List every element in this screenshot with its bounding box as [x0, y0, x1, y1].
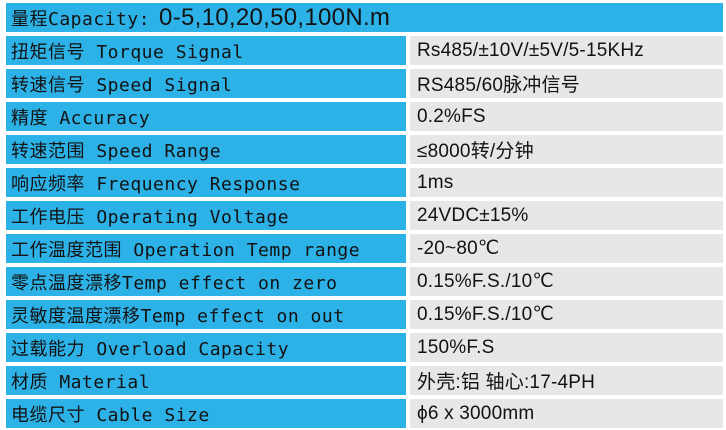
- spec-value: ϕ6 x 3000mm: [410, 399, 723, 428]
- spec-label: 工作温度范围 Operation Temp range: [6, 234, 406, 263]
- spec-row: 扭矩信号 Torque Signal Rs485/±10V/±5V/5-15KH…: [6, 36, 723, 65]
- capacity-header-cell: 量程Capacity: 0-5,10,20,50,100N.m: [6, 3, 723, 32]
- spec-value: 0.2%FS: [410, 102, 723, 131]
- capacity-header-row: 量程Capacity: 0-5,10,20,50,100N.m: [6, 3, 723, 32]
- spec-label: 工作电压 Operating Voltage: [6, 201, 406, 230]
- spec-label: 扭矩信号 Torque Signal: [6, 36, 406, 65]
- spec-row: 电缆尺寸 Cable Size ϕ6 x 3000mm: [6, 399, 723, 428]
- spec-row: 灵敏度温度漂移Temp effect on out 0.15%F.S./10℃: [6, 300, 723, 329]
- spec-label: 电缆尺寸 Cable Size: [6, 399, 406, 428]
- capacity-value: 0-5,10,20,50,100N.m: [159, 3, 391, 31]
- spec-row: 零点温度漂移Temp effect on zero 0.15%F.S./10℃: [6, 267, 723, 296]
- spec-table: 量程Capacity: 0-5,10,20,50,100N.m 扭矩信号 Tor…: [6, 3, 723, 428]
- spec-value: 1ms: [410, 168, 723, 197]
- spec-value: 0.15%F.S./10℃: [410, 300, 723, 329]
- spec-value: 外壳:铝 轴心:17-4PH: [410, 366, 723, 395]
- spec-row: 工作电压 Operating Voltage 24VDC±15%: [6, 201, 723, 230]
- spec-value: RS485/60脉冲信号: [410, 69, 723, 98]
- spec-row: 转速信号 Speed Signal RS485/60脉冲信号: [6, 69, 723, 98]
- spec-value: 150%F.S: [410, 333, 723, 362]
- spec-row: 过载能力 Overload Capacity 150%F.S: [6, 333, 723, 362]
- spec-value: ≤8000转/分钟: [410, 135, 723, 164]
- spec-label: 转速范围 Speed Range: [6, 135, 406, 164]
- spec-value: 24VDC±15%: [410, 201, 723, 230]
- spec-row: 精度 Accuracy 0.2%FS: [6, 102, 723, 131]
- spec-row: 工作温度范围 Operation Temp range -20~80℃: [6, 234, 723, 263]
- spec-value: Rs485/±10V/±5V/5-15KHz: [410, 36, 723, 65]
- spec-value: 0.15%F.S./10℃: [410, 267, 723, 296]
- spec-row: 转速范围 Speed Range ≤8000转/分钟: [6, 135, 723, 164]
- spec-label: 转速信号 Speed Signal: [6, 69, 406, 98]
- spec-row: 材质 Material 外壳:铝 轴心:17-4PH: [6, 366, 723, 395]
- spec-value: -20~80℃: [410, 234, 723, 263]
- capacity-label: 量程Capacity:: [11, 8, 151, 30]
- spec-label: 精度 Accuracy: [6, 102, 406, 131]
- spec-label: 响应频率 Frequency Response: [6, 168, 406, 197]
- spec-label: 零点温度漂移Temp effect on zero: [6, 267, 406, 296]
- spec-label: 灵敏度温度漂移Temp effect on out: [6, 300, 406, 329]
- spec-label: 材质 Material: [6, 366, 406, 395]
- spec-row: 响应频率 Frequency Response 1ms: [6, 168, 723, 197]
- spec-label: 过载能力 Overload Capacity: [6, 333, 406, 362]
